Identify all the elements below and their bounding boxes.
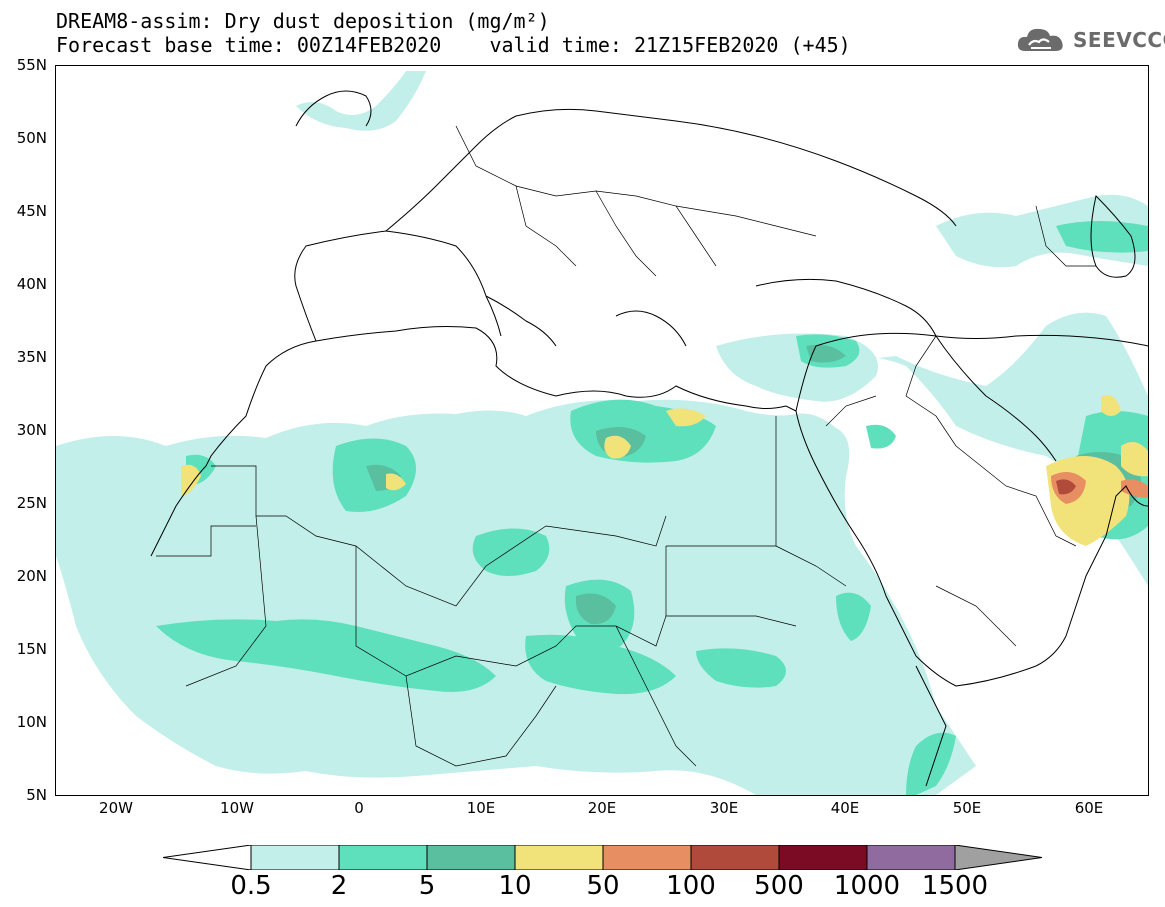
lat-label: 50N bbox=[16, 129, 47, 147]
legend-swatch bbox=[426, 845, 516, 870]
lat-label: 40N bbox=[16, 275, 47, 293]
legend-label: 2 bbox=[330, 871, 348, 901]
lat-label: 5N bbox=[26, 786, 47, 804]
legend-swatch bbox=[690, 845, 780, 870]
seevccc-logo: SEEVCCC bbox=[1015, 22, 1165, 58]
lat-label: 15N bbox=[16, 640, 47, 658]
legend-swatch bbox=[250, 845, 340, 870]
lon-label: 10E bbox=[466, 799, 496, 817]
legend-label: 500 bbox=[754, 871, 804, 901]
legend-colorbar bbox=[163, 845, 1043, 870]
legend-swatch bbox=[778, 845, 868, 870]
legend-label: 10 bbox=[498, 871, 532, 901]
legend-label: 0.5 bbox=[230, 871, 272, 901]
lon-label: 10W bbox=[220, 799, 254, 817]
map-canvas bbox=[56, 71, 1148, 795]
lat-label: 10N bbox=[16, 713, 47, 731]
cloud-icon bbox=[1017, 28, 1063, 51]
lon-label: 30E bbox=[709, 799, 739, 817]
lat-label: 25N bbox=[16, 494, 47, 512]
lon-label: 20E bbox=[587, 799, 617, 817]
lon-label: 0 bbox=[354, 799, 364, 817]
legend-swatch bbox=[866, 845, 956, 870]
map-title: DREAM8-assim: Dry dust deposition (mg/m²… bbox=[56, 9, 550, 33]
legend-max-arrow bbox=[954, 845, 1043, 870]
deposition-shading-100 bbox=[1056, 479, 1076, 495]
legend-swatch bbox=[602, 845, 692, 870]
coastlines bbox=[150, 90, 1148, 787]
lat-label: 30N bbox=[16, 421, 47, 439]
legend-label: 1000 bbox=[833, 871, 901, 901]
legend-label: 50 bbox=[586, 871, 620, 901]
lon-label: 60E bbox=[1074, 799, 1104, 817]
lon-label: 20W bbox=[99, 799, 133, 817]
legend-label: 1500 bbox=[921, 871, 989, 901]
legend-swatch bbox=[514, 845, 604, 870]
map-panel bbox=[55, 65, 1149, 796]
lat-label: 20N bbox=[16, 567, 47, 585]
map-subtitle: Forecast base time: 00Z14FEB2020 valid t… bbox=[56, 33, 851, 57]
country-borders bbox=[156, 125, 1096, 767]
lat-label: 55N bbox=[16, 56, 47, 74]
legend-swatch bbox=[338, 845, 428, 870]
lat-label: 35N bbox=[16, 348, 47, 366]
lon-label: 40E bbox=[830, 799, 860, 817]
legend-label: 100 bbox=[666, 871, 716, 901]
legend-min-arrow bbox=[163, 845, 252, 870]
logo-text: SEEVCCC bbox=[1073, 28, 1165, 52]
legend-label: 5 bbox=[418, 871, 436, 901]
lon-label: 50E bbox=[952, 799, 982, 817]
lat-label: 45N bbox=[16, 202, 47, 220]
